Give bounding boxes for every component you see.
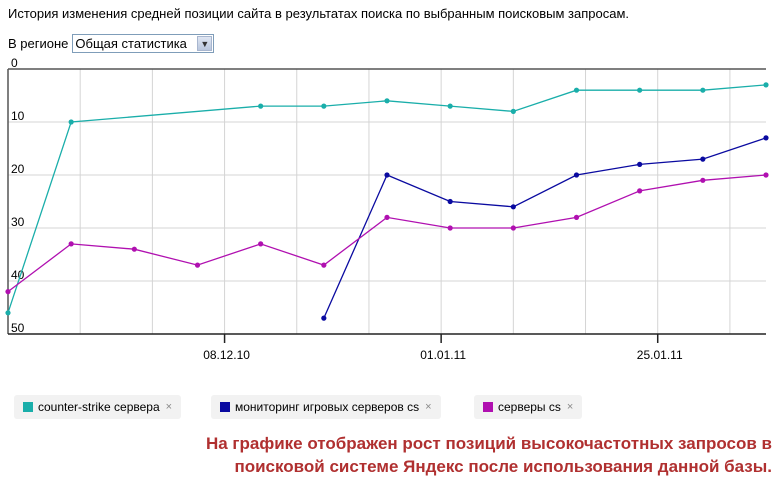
data-point-2 [321,262,327,268]
data-point-0 [384,98,390,104]
data-point-2 [5,289,11,295]
series-line-2 [7,174,767,293]
data-point-2 [763,172,769,178]
y-tick-label: 20 [11,162,25,176]
data-point-2 [68,241,74,247]
data-point-0 [258,103,264,109]
legend-swatch [220,402,230,412]
data-point-0 [447,103,453,109]
data-point-2 [258,241,264,247]
data-point-2 [194,262,201,268]
region-select-value: Общая статистика [75,36,187,51]
remove-icon[interactable]: × [425,401,432,413]
data-point-1 [573,172,580,178]
remove-icon[interactable]: × [165,401,173,413]
legend-item-servers-cs[interactable]: серверы cs × [474,395,583,419]
y-tick-label: 0 [11,56,18,70]
data-point-2 [700,177,706,183]
data-point-0 [573,87,580,93]
data-point-2 [447,225,453,231]
region-select[interactable]: Общая статистика ▼ [72,34,215,53]
x-tick-label: 08.12.10 [203,348,250,362]
data-point-0 [637,87,643,93]
remove-icon[interactable]: × [566,401,574,413]
data-point-1 [510,204,516,210]
data-point-1 [384,172,390,178]
data-point-0 [68,119,74,125]
legend-swatch [483,402,493,412]
y-tick-label: 30 [11,215,25,229]
page-title: История изменения средней позиции сайта … [8,6,629,21]
data-point-2 [637,188,643,194]
data-point-0 [700,87,706,93]
y-tick-label: 50 [11,321,25,335]
chevron-down-icon[interactable]: ▼ [197,36,213,51]
legend-swatch [23,402,33,412]
series-line-1 [323,137,767,319]
data-point-1 [763,135,769,141]
legend-label: counter-strike сервера [38,400,160,414]
annotation-note: На графике отображен рост позиций высоко… [206,432,772,478]
data-point-1 [321,315,327,321]
region-label: В регионе [8,36,69,51]
legend-label: серверы cs [498,400,561,414]
x-tick-label: 25.01.11 [637,348,683,362]
x-tick-label: 01.01.11 [420,348,466,362]
data-point-0 [763,82,769,88]
data-point-0 [510,108,516,114]
data-point-1 [700,156,706,162]
region-selector: В регионе Общая статистика ▼ [8,34,215,53]
data-point-0 [5,310,11,316]
data-point-2 [510,225,516,231]
data-point-1 [447,198,453,205]
data-point-2 [384,214,390,220]
legend-item-counter-strike[interactable]: counter-strike сервера × [14,395,182,419]
note-line-1: На графике отображен рост позиций высоко… [205,434,772,453]
data-point-2 [573,214,580,220]
legend-label: мониторинг игровых серверов cs [235,400,420,414]
series-line-0 [7,84,767,314]
data-point-2 [131,246,137,252]
data-point-1 [637,161,643,167]
legend-item-monitoring[interactable]: мониторинг игровых серверов cs × [211,395,441,419]
y-tick-label: 10 [11,109,25,123]
data-point-0 [321,103,327,109]
note-line-2: поисковой системе Яндекс после использов… [234,457,772,476]
